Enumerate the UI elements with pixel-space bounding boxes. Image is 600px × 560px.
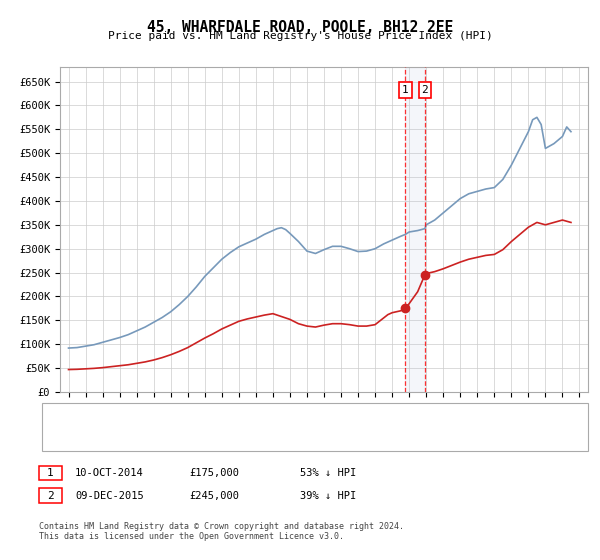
Text: 45, WHARFDALE ROAD, POOLE, BH12 2EE: 45, WHARFDALE ROAD, POOLE, BH12 2EE [147,20,453,35]
Text: 09-DEC-2015: 09-DEC-2015 [75,491,144,501]
Text: 45, WHARFDALE ROAD, POOLE, BH12 2EE (detached house): 45, WHARFDALE ROAD, POOLE, BH12 2EE (det… [87,413,392,422]
Text: Price paid vs. HM Land Registry's House Price Index (HPI): Price paid vs. HM Land Registry's House … [107,31,493,41]
Text: 53% ↓ HPI: 53% ↓ HPI [300,468,356,478]
Text: 1: 1 [47,468,54,478]
Text: 2: 2 [47,491,54,501]
Text: £175,000: £175,000 [189,468,239,478]
Text: 10-OCT-2014: 10-OCT-2014 [75,468,144,478]
Text: 2: 2 [421,85,428,95]
Text: 39% ↓ HPI: 39% ↓ HPI [300,491,356,501]
Bar [406,67,425,392]
Text: 1: 1 [402,85,409,95]
Text: £245,000: £245,000 [189,491,239,501]
Text: Contains HM Land Registry data © Crown copyright and database right 2024.
This d: Contains HM Land Registry data © Crown c… [39,522,404,542]
Text: HPI: Average price, detached house, Bournemouth Christchurch and Poole: HPI: Average price, detached house, Bour… [87,435,498,445]
